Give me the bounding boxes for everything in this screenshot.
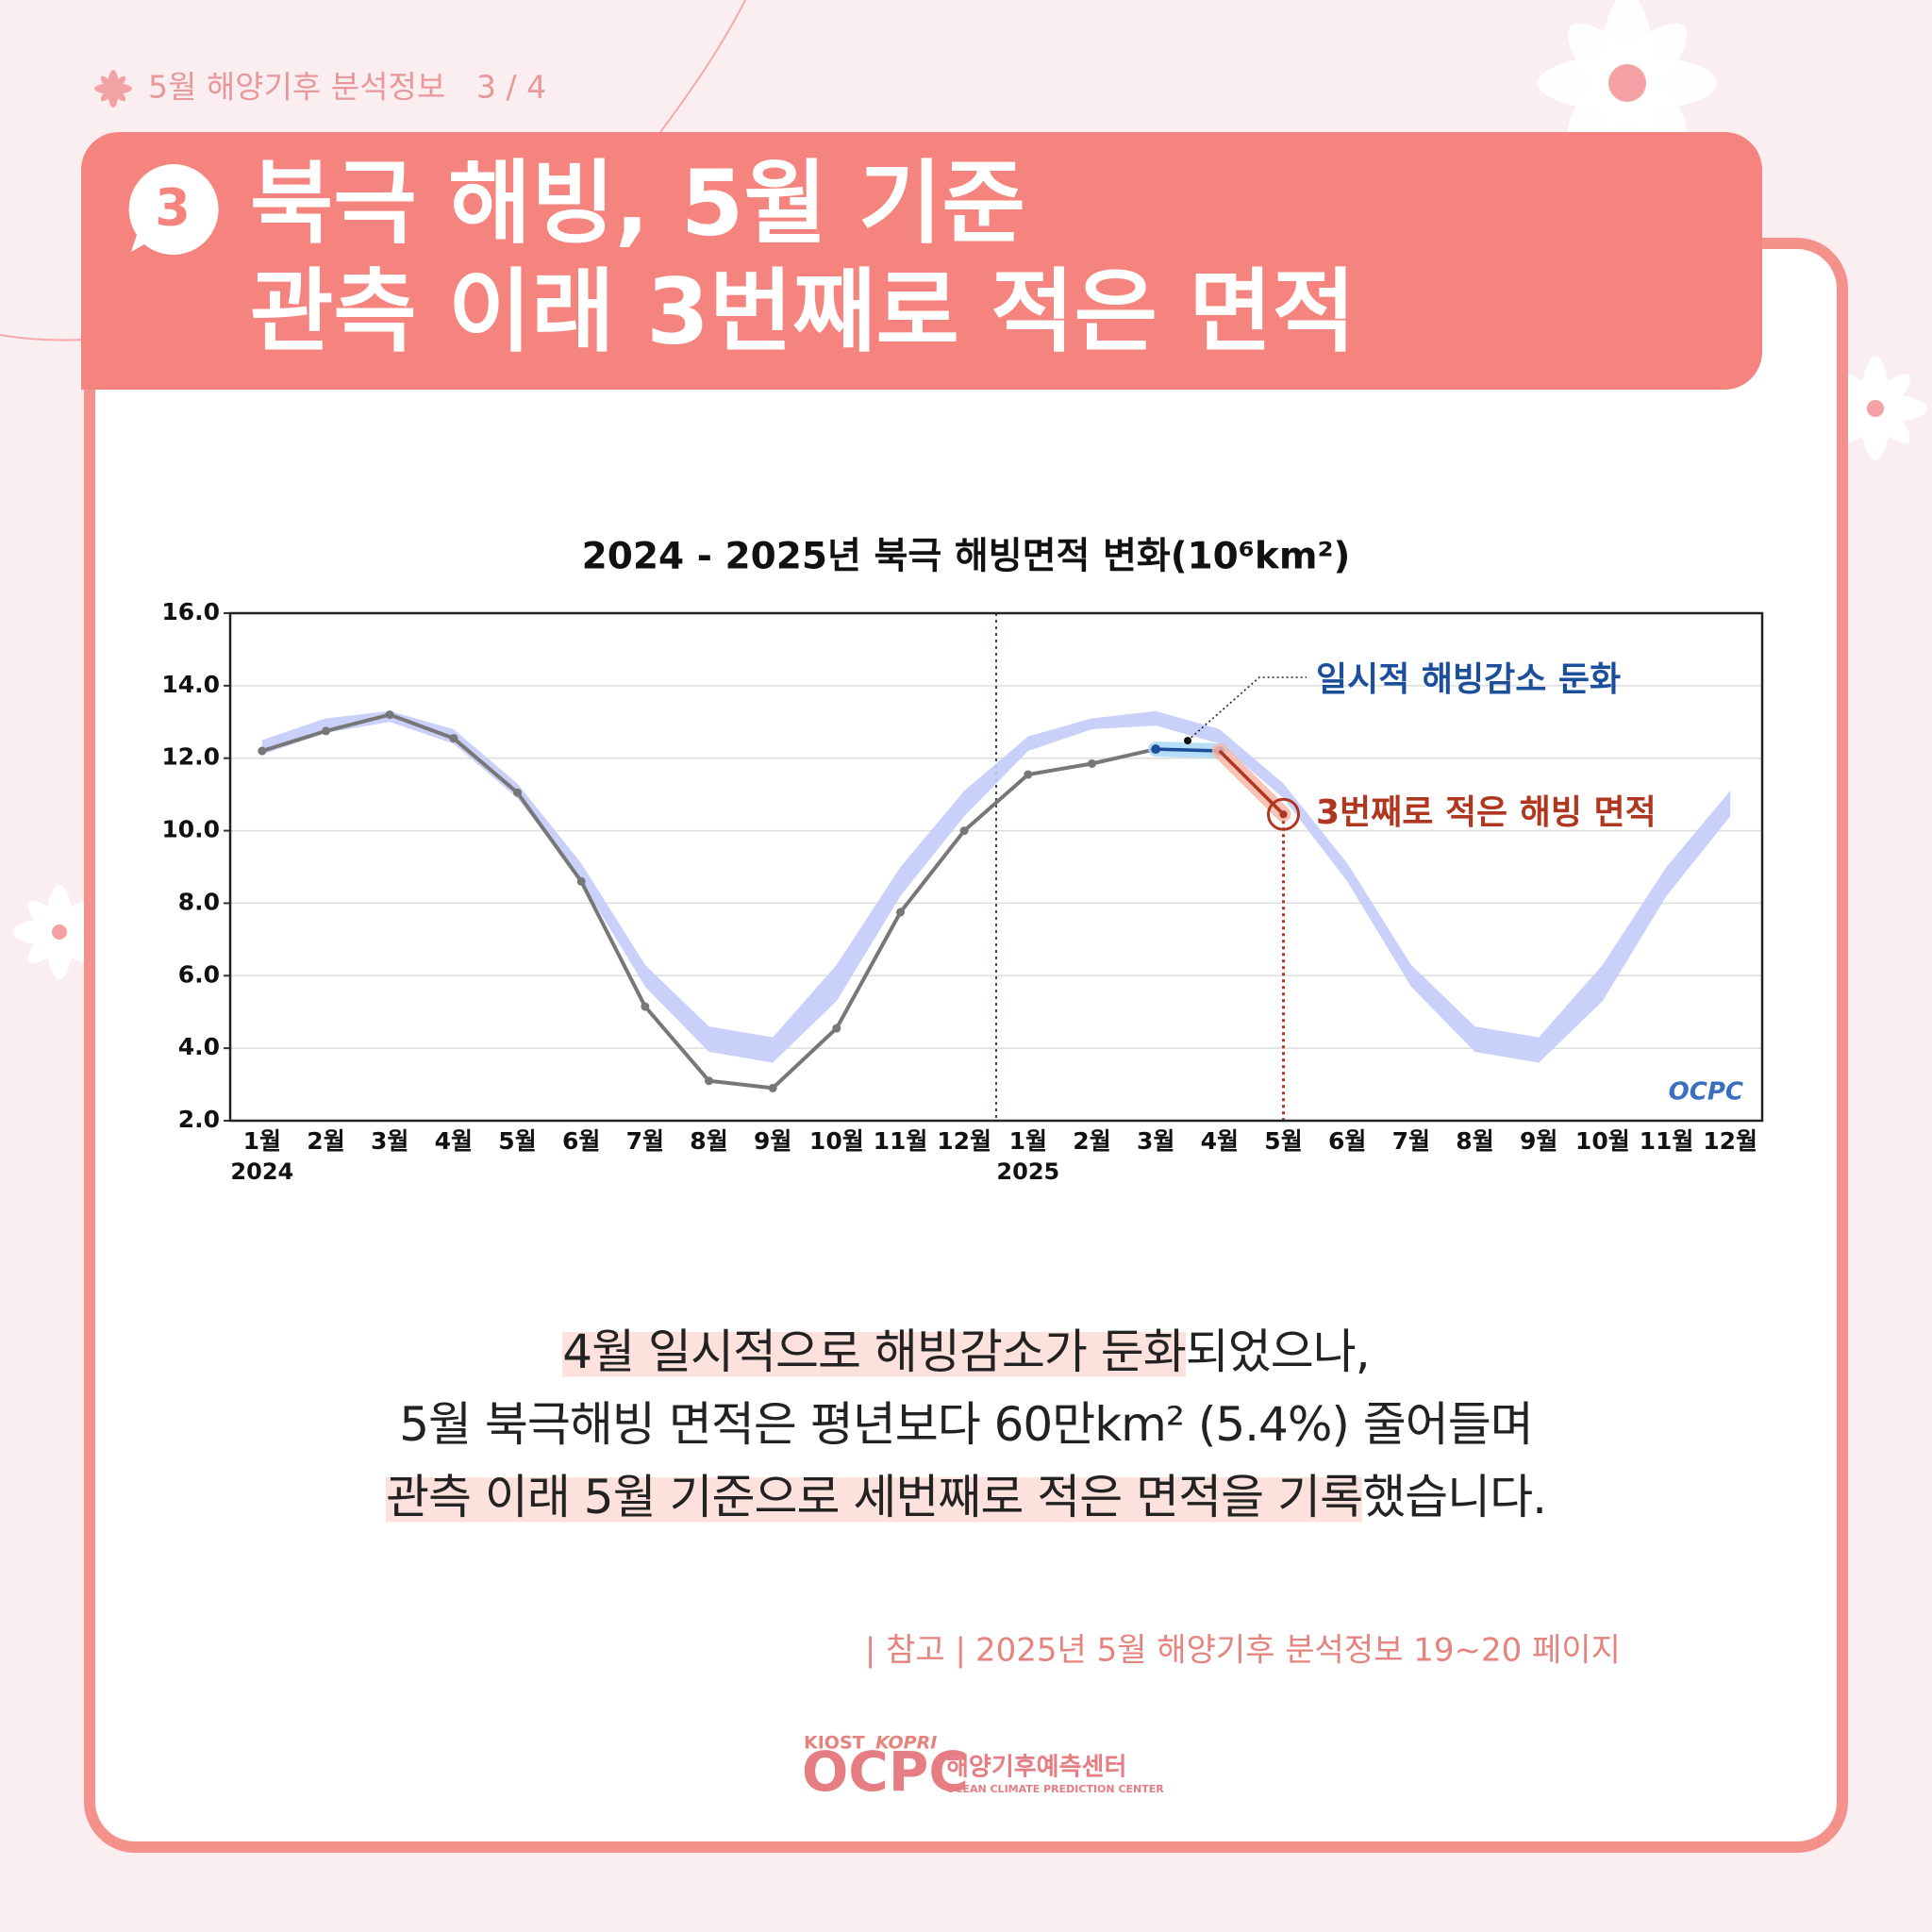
x-tick-label: 2월 <box>307 1127 344 1155</box>
y-tick-label: 12.0 <box>161 743 220 771</box>
highlighted-text: 4월 일시적으로 해빙감소가 둔화 <box>562 1324 1187 1379</box>
text-segment: 되었으나, <box>1185 1324 1371 1379</box>
data-point <box>385 710 394 720</box>
x-tick-label: 11월 <box>1640 1127 1694 1155</box>
x-tick-label: 11월 <box>874 1127 928 1155</box>
x-tick-label: 1월 <box>243 1127 281 1155</box>
page-number: 3 / 4 <box>476 69 546 106</box>
footer-name-en: OCEAN CLIMATE PREDICTION CENTER <box>946 1783 1164 1795</box>
deco-curve <box>0 334 86 341</box>
title-line: 관측 이래 3번째로 적은 면적 <box>250 258 1356 364</box>
data-point <box>832 1024 841 1033</box>
data-point <box>513 788 522 797</box>
x-tick-label: 6월 <box>562 1127 600 1155</box>
data-point <box>959 826 969 836</box>
highlight-line <box>1156 747 1220 753</box>
y-tick-label: 8.0 <box>178 888 220 915</box>
target-dot <box>1279 810 1288 819</box>
text-segment: 5월 북극해빙 면적은 평년보다 60만km² (5.4%) 줄어들며 <box>399 1397 1534 1452</box>
chart-title: 2024 - 2025년 북극 해빙면적 변화(10⁶km²) <box>582 536 1351 578</box>
leader-line <box>1187 676 1307 741</box>
target-ring <box>1267 797 1300 831</box>
x-tick-label: 7월 <box>1392 1127 1430 1155</box>
reference-label: | 참고 | <box>865 1632 966 1670</box>
y-tick-label: 14.0 <box>161 671 220 698</box>
y-tick-label: 2.0 <box>178 1106 220 1133</box>
partner-logo: KOPRI <box>875 1733 937 1754</box>
highlight-point <box>1151 744 1161 755</box>
x-tick-label: 3월 <box>371 1127 408 1155</box>
flower <box>1824 357 1927 460</box>
data-point <box>1088 758 1096 768</box>
x-tick-label: 10월 <box>809 1127 864 1155</box>
annotation-text: 3번째로 적은 해빙 면적 <box>1316 793 1657 832</box>
body-line: 관측 이래 5월 기준으로 세번째로 적은 면적을 기록했습니다. <box>84 1461 1848 1534</box>
body-text: 4월 일시적으로 해빙감소가 둔화되었으나, 5월 북극해빙 면적은 평년보다 6… <box>84 1316 1848 1534</box>
reference-text: 2025년 5월 해양기후 분석정보 19~20 페이지 <box>975 1632 1621 1670</box>
number-badge <box>128 163 219 255</box>
climatology-band <box>261 710 1731 1063</box>
data-point <box>896 908 905 917</box>
x-tick-label: 12월 <box>1703 1127 1757 1155</box>
y-tick-label: 6.0 <box>178 960 220 988</box>
x-tick-label: 8월 <box>690 1127 727 1155</box>
year-label: 2024 <box>230 1158 293 1185</box>
title-box-corner <box>81 349 138 390</box>
data-point <box>322 726 330 736</box>
data-point <box>576 876 586 886</box>
data-point <box>1024 770 1033 779</box>
footer-name: 해양기후예측센터 <box>946 1754 1126 1782</box>
x-tick-label: 5월 <box>1264 1127 1302 1155</box>
x-tick-label: 9월 <box>1520 1127 1557 1155</box>
footer-logo: OCPC <box>802 1740 969 1804</box>
x-tick-label: 6월 <box>1328 1127 1366 1155</box>
x-tick-label: 1월 <box>1009 1127 1047 1155</box>
title-line: 북극 해빙, 5월 기준 <box>250 150 1025 256</box>
flower <box>12 885 107 979</box>
data-point <box>768 1083 777 1092</box>
data-point <box>449 734 458 743</box>
y-tick-label: 4.0 <box>178 1033 220 1060</box>
x-tick-label: 7월 <box>626 1127 664 1155</box>
x-tick-label: 5월 <box>498 1127 536 1155</box>
y-tick-label: 16.0 <box>161 598 220 625</box>
x-tick-label: 8월 <box>1456 1127 1493 1155</box>
title-box <box>81 132 1762 390</box>
body-line: 5월 북극해빙 면적은 평년보다 60만km² (5.4%) 줄어들며 <box>84 1389 1848 1461</box>
annotation-text: 일시적 해빙감소 둔화 <box>1316 660 1621 699</box>
x-tick-label: 2월 <box>1073 1127 1110 1155</box>
highlighted-text: 관측 이래 5월 기준으로 세번째로 적은 면적을 기록 <box>386 1470 1363 1524</box>
body-line: 4월 일시적으로 해빙감소가 둔화되었으나, <box>84 1316 1848 1389</box>
y-tick-label: 10.0 <box>161 816 220 843</box>
partner-logo: KIOST <box>804 1733 865 1754</box>
year-label: 2025 <box>996 1158 1059 1185</box>
x-tick-label: 10월 <box>1575 1127 1630 1155</box>
plot-frame <box>228 611 1764 1123</box>
text-segment: 했습니다. <box>1362 1470 1547 1524</box>
flower-icon <box>94 70 132 108</box>
data-point <box>705 1076 713 1086</box>
title-number: 3 <box>155 178 191 238</box>
x-tick-label: 3월 <box>1137 1127 1174 1155</box>
x-tick-label: 12월 <box>937 1127 991 1155</box>
x-tick-label: 4월 <box>1201 1127 1239 1155</box>
x-tick-label: 9월 <box>754 1127 791 1155</box>
page-label: 5월 해양기후 분석정보 <box>148 69 445 106</box>
chart-watermark: OCPC <box>1669 1078 1743 1107</box>
data-point <box>258 746 267 756</box>
x-tick-label: 4월 <box>435 1127 473 1155</box>
deco-curve <box>659 0 746 133</box>
flower <box>1538 0 1717 173</box>
data-point <box>641 1002 650 1011</box>
